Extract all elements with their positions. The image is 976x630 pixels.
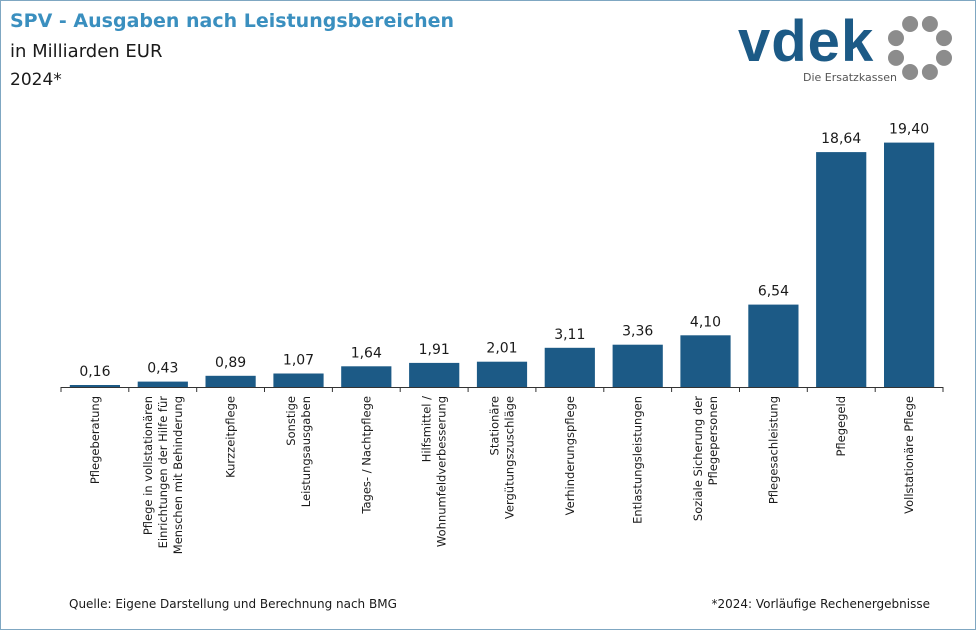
data-label: 6,54 <box>758 284 789 300</box>
category-label-line: Leistungsausgaben <box>299 396 313 507</box>
logo-dot <box>902 64 919 80</box>
data-label: 1,07 <box>283 353 314 369</box>
category-label-line: Pflegegeld <box>834 396 848 457</box>
category-label-line: Hilfsmittel / <box>420 396 434 462</box>
category-label: Vollstationäre Pflege <box>902 396 916 514</box>
data-label: 1,64 <box>351 345 382 361</box>
category-label-line: Kurzzeitpflege <box>224 396 238 478</box>
logo-dot <box>888 49 904 66</box>
bar <box>544 347 595 387</box>
data-label: 4,10 <box>690 314 721 330</box>
logo-dot <box>902 16 919 32</box>
category-label-line: Pflegeberatung <box>88 396 102 484</box>
bar <box>884 142 935 387</box>
category-label-line: Vollstationäre Pflege <box>902 396 916 514</box>
vdek-logo: vdek <box>738 9 875 74</box>
data-label: 18,64 <box>821 131 861 147</box>
logo-dot <box>936 30 952 47</box>
category-label-line: Pflegesachleistung <box>766 396 780 504</box>
logo-dot <box>921 64 938 80</box>
logo-tagline: Die Ersatzkassen <box>803 71 897 84</box>
bar <box>409 362 460 387</box>
category-label: Pflegeberatung <box>88 396 102 484</box>
category-label: Pflegegeld <box>834 396 848 457</box>
data-label: 19,40 <box>889 122 929 138</box>
category-label-line: Entlastungsleistungen <box>631 396 645 524</box>
source-note: Quelle: Eigene Darstellung und Berechnun… <box>69 597 397 611</box>
category-label-line: Wohnumfeldverbesserung <box>435 396 449 547</box>
logo-dot <box>921 16 938 32</box>
category-label: SonstigeLeistungsausgaben <box>284 396 313 507</box>
data-label: 2,01 <box>486 341 517 357</box>
category-label: Entlastungsleistungen <box>631 396 645 524</box>
footnote: *2024: Vorläufige Rechenergebnisse <box>711 597 930 611</box>
category-label-line: Sonstige <box>284 396 298 446</box>
bar <box>476 361 528 387</box>
bar <box>273 373 324 387</box>
bar <box>205 375 256 387</box>
category-label: Soziale Sicherung derPflegepersonen <box>691 396 720 521</box>
logo-dot <box>888 30 904 47</box>
bar <box>137 381 188 387</box>
logo-dot <box>936 49 952 66</box>
category-label-line: Soziale Sicherung der <box>691 396 705 521</box>
category-label: Pflegesachleistung <box>766 396 780 504</box>
category-label-line: Einrichtungen der Hilfe für <box>156 396 170 549</box>
data-label: 0,89 <box>215 355 246 371</box>
category-label-line: Tages- / Nachtpflege <box>359 396 373 515</box>
bar <box>748 304 799 387</box>
data-label: 0,16 <box>79 364 110 380</box>
data-label: 3,11 <box>554 327 585 343</box>
chart-title: SPV - Ausgaben nach Leistungsbereichen <box>10 10 455 32</box>
category-label: Kurzzeitpflege <box>224 396 238 478</box>
category-label-line: Pflege in vollstationären <box>141 396 155 535</box>
bar <box>341 366 392 387</box>
category-label: StationäreVergütungszuschläge <box>488 396 517 519</box>
chart-subtitle: in Milliarden EUR <box>10 41 163 62</box>
category-label-line: Vergütungszuschläge <box>503 396 517 519</box>
category-label-line: Menschen mit Behinderung <box>171 396 185 554</box>
category-label: Hilfsmittel /Wohnumfeldverbesserung <box>420 396 449 547</box>
bar <box>612 344 663 387</box>
category-label-line: Stationäre <box>488 396 502 455</box>
data-label: 0,43 <box>147 361 178 377</box>
data-label: 1,91 <box>419 342 450 358</box>
bar <box>816 152 867 387</box>
category-label: Verhinderungspflege <box>563 396 577 515</box>
category-label-line: Pflegepersonen <box>706 396 720 485</box>
category-label-line: Verhinderungspflege <box>563 396 577 515</box>
category-label: Tages- / Nachtpflege <box>359 396 373 515</box>
circle-of-dots-icon <box>888 16 952 80</box>
chart-year: 2024* <box>10 70 62 90</box>
bar <box>680 335 731 387</box>
data-label: 3,36 <box>622 324 653 340</box>
bar <box>69 385 120 387</box>
category-label: Pflege in vollstationärenEinrichtungen d… <box>141 396 185 554</box>
